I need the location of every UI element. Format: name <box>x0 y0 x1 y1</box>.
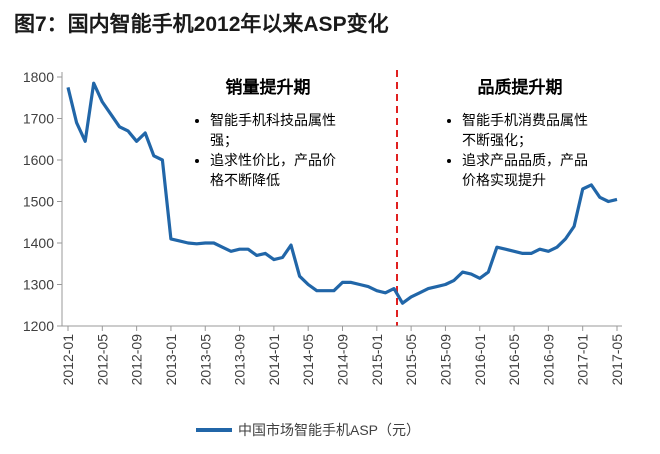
x-tick-label: 2017-01 <box>575 334 591 386</box>
x-tick-label: 2016-01 <box>472 334 488 386</box>
annotation-bullet: 追求性价比，产品价格不断降低 <box>210 150 348 190</box>
x-tick-label: 2015-09 <box>437 334 453 386</box>
x-tick-label: 2013-09 <box>232 334 248 386</box>
legend-label: 中国市场智能手机ASP（元） <box>238 422 420 438</box>
x-tick-label: 2013-01 <box>163 334 179 386</box>
y-tick-label: 1700 <box>23 111 54 127</box>
annotation-bullet: 追求产品品质，产品价格实现提升 <box>462 150 600 190</box>
y-tick-label: 1800 <box>23 69 54 85</box>
annotation-bullet: 智能手机消费品属性不断强化； <box>462 110 600 150</box>
annotation: 品质提升期 智能手机消费品属性不断强化；追求产品品质，产品价格实现提升 <box>440 78 600 190</box>
annotation-title: 销量提升期 <box>225 78 311 97</box>
x-tick-label: 2012-05 <box>94 334 110 386</box>
x-tick-label: 2015-05 <box>403 334 419 386</box>
x-tick-label: 2016-05 <box>506 334 522 386</box>
x-tick-label: 2014-09 <box>335 334 351 386</box>
annotation: 销量提升期 智能手机科技品属性强；追求性价比，产品价格不断降低 <box>188 78 348 190</box>
x-tick-label: 2012-09 <box>129 334 145 386</box>
x-tick-label: 2015-01 <box>369 334 385 386</box>
chart-title: 图7：国内智能手机2012年以来ASP变化 <box>14 13 389 36</box>
x-tick-label: 2013-05 <box>197 334 213 386</box>
y-tick-label: 1300 <box>23 277 54 293</box>
annotation-bullet: 智能手机科技品属性强； <box>210 110 348 150</box>
annotation-title: 品质提升期 <box>477 78 563 97</box>
y-tick-label: 1200 <box>23 318 54 334</box>
y-tick-label: 1500 <box>23 194 54 210</box>
x-tick-label: 2014-05 <box>300 334 316 386</box>
y-tick-label: 1600 <box>23 152 54 168</box>
x-tick-label: 2017-05 <box>609 334 625 386</box>
y-tick-label: 1400 <box>23 235 54 251</box>
line <box>66 81 618 305</box>
x-tick-label: 2014-01 <box>266 334 282 386</box>
x-tick-label: 2016-09 <box>540 334 556 386</box>
x-tick-label: 2012-01 <box>60 334 76 386</box>
